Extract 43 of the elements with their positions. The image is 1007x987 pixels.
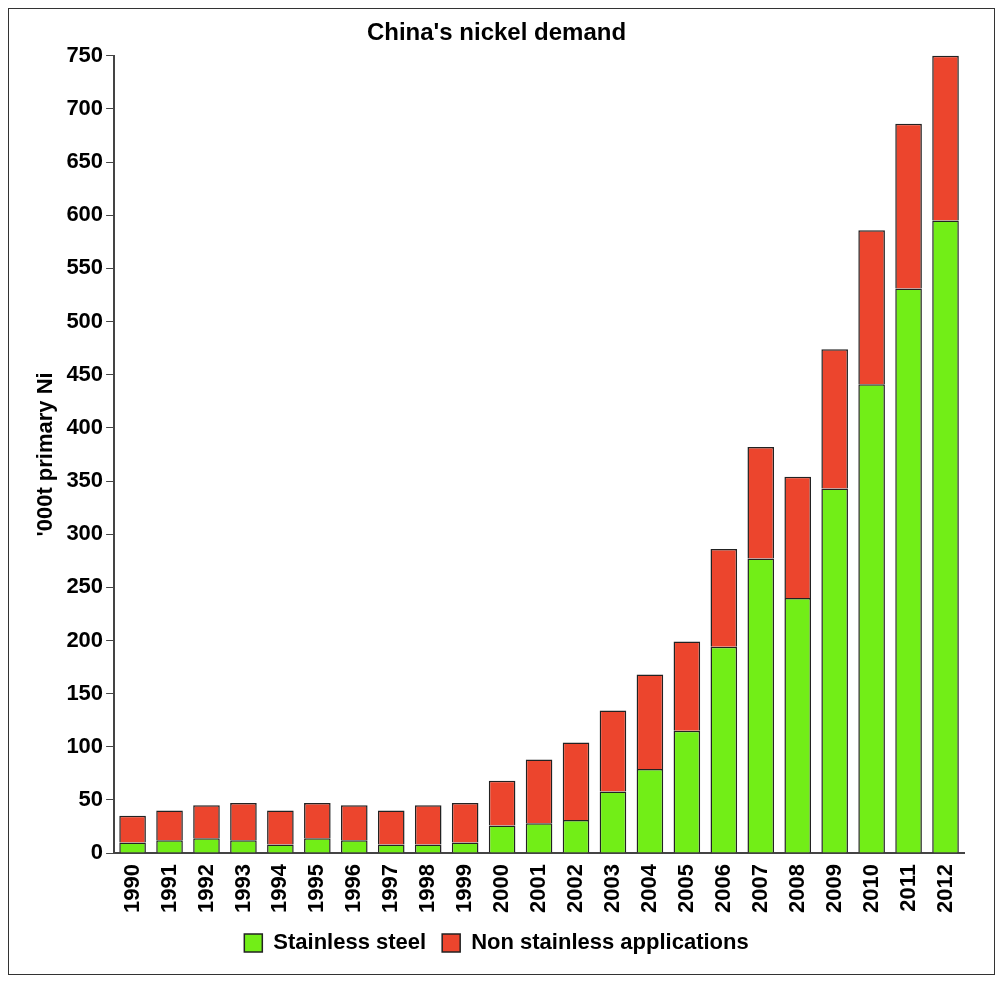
chart-title: China's nickel demand (366, 18, 627, 46)
x-tick-label: 1998 (414, 864, 440, 914)
x-tick-label: 2006 (709, 864, 735, 914)
legend-label: Stainless steel (273, 929, 427, 955)
x-tick-label: 2000 (488, 864, 514, 914)
y-tick-label: 650 (66, 148, 104, 174)
y-tick-label: 600 (66, 201, 104, 227)
x-tick-label: 2005 (672, 864, 698, 914)
x-tick-label: 2010 (857, 864, 883, 914)
x-tick-label: 1993 (229, 864, 255, 914)
x-tick-label: 2001 (525, 864, 551, 914)
x-tick-label: 2004 (635, 863, 661, 914)
y-tick-label: 450 (66, 360, 104, 386)
y-tick-label: 400 (66, 413, 104, 439)
y-tick-label: 100 (66, 732, 104, 758)
y-axis-title: '000t primary Ni (32, 372, 58, 537)
x-tick-label: 1996 (340, 864, 366, 914)
x-tick-label: 2012 (931, 864, 957, 914)
x-tick-label: 1990 (118, 864, 144, 914)
x-tick-label: 2011 (894, 864, 920, 912)
x-tick-label: 2003 (599, 864, 625, 914)
y-tick-label: 300 (66, 520, 104, 546)
x-tick-label: 1999 (451, 864, 477, 914)
x-tick-label: 2007 (746, 864, 772, 914)
x-tick-label: 1994 (266, 863, 292, 914)
y-tick-label: 200 (66, 626, 104, 652)
x-tick-label: 1992 (192, 864, 218, 914)
y-tick-label: 550 (66, 254, 104, 280)
x-tick-label: 2009 (820, 864, 846, 914)
y-tick-label: 750 (66, 41, 104, 67)
x-tick-label: 1997 (377, 864, 403, 914)
y-tick-label: 250 (66, 573, 104, 599)
legend-label: Non stainless applications (471, 929, 749, 955)
y-tick-label: 350 (66, 467, 104, 493)
x-tick-label: 1991 (155, 864, 181, 914)
x-tick-label: 1995 (303, 864, 329, 914)
y-tick-label: 50 (78, 785, 104, 811)
y-tick-label: 500 (66, 307, 104, 333)
y-tick-label: 150 (66, 679, 104, 705)
y-tick-label: 0 (90, 839, 104, 865)
y-tick-label: 700 (66, 95, 104, 121)
x-tick-label: 2008 (783, 864, 809, 914)
x-tick-label: 2002 (562, 864, 588, 914)
